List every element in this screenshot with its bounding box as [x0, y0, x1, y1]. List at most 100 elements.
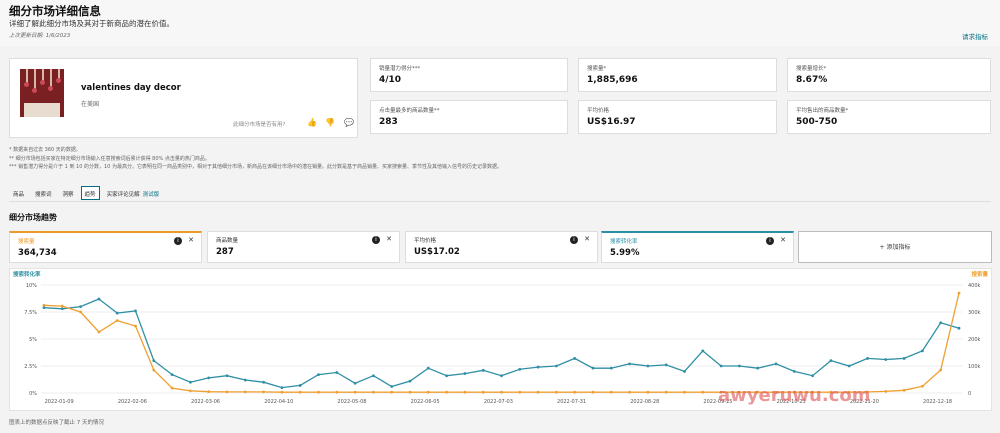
kpi-conversion-rate[interactable]: 搜索转化率 5.99% i ✕: [601, 231, 794, 263]
data-point: [756, 366, 760, 370]
chart-note: 图表上的数据点反映了截止 7 天的情况: [9, 420, 104, 426]
data-point: [463, 390, 467, 394]
data-point: [170, 373, 174, 377]
data-point: [298, 384, 302, 387]
metric-search-volume: 搜索量* 1,885,696: [578, 58, 777, 92]
data-point: [536, 365, 540, 369]
data-point: [774, 390, 778, 394]
metric-label: 点击量最多的商品数量**: [379, 108, 440, 114]
data-point: [134, 324, 137, 328]
metric-value: 500-750: [796, 117, 838, 127]
data-point: [189, 389, 192, 393]
niche-card: valentines day decor 在美国 此细分市场是否有用? 👍 👎 …: [9, 58, 358, 138]
data-point: [609, 366, 613, 370]
metric-value: 8.67%: [796, 75, 828, 85]
kpi-product-count[interactable]: 商品数量 287 i ✕: [207, 231, 400, 263]
data-point: [774, 362, 778, 366]
tab-insights[interactable]: 洞察: [62, 192, 74, 198]
data-point: [573, 390, 577, 394]
metric-label: 平均售出的商品数量*: [796, 108, 849, 114]
data-point: [792, 370, 796, 373]
y-tick-label-left: 2.5%: [24, 364, 37, 370]
data-point: [884, 389, 888, 393]
data-point: [207, 376, 211, 380]
data-point: [42, 303, 46, 307]
data-point: [426, 366, 430, 370]
data-point: [335, 371, 339, 374]
tab-search-terms[interactable]: 搜索词: [35, 192, 52, 198]
metric-value: 283: [379, 117, 398, 127]
data-point: [628, 362, 631, 366]
trend-chart-panel: 搜索转化率 搜索量 10% 400k 7.5% 300k 5% 200k 2.5% 100k 0% 0…: [9, 268, 992, 411]
x-tick-label: 2022-10-23: [777, 399, 806, 405]
info-icon[interactable]: i: [570, 236, 578, 244]
data-point: [902, 357, 906, 360]
trend-chart: 搜索转化率 搜索量 10% 400k 7.5% 300k 5% 200k 2.5% 100k 0% 0…: [13, 270, 988, 405]
product-thumbnail: [20, 69, 64, 117]
x-tick-label: 2022-02-06: [118, 399, 147, 405]
comment-icon[interactable]: 💬: [344, 118, 354, 127]
data-point: [317, 373, 320, 377]
data-point: [390, 390, 394, 394]
close-icon[interactable]: ✕: [386, 235, 392, 243]
x-tick-label: 2022-03-06: [191, 399, 220, 405]
close-icon[interactable]: ✕: [188, 236, 194, 244]
data-point: [79, 305, 82, 308]
data-point: [884, 358, 888, 361]
data-point: [500, 390, 503, 394]
data-point: [353, 390, 357, 394]
left-axis-title: 搜索转化率: [13, 270, 41, 278]
tab-divider: [9, 201, 991, 202]
add-metric-button[interactable]: + 添加指标: [798, 231, 992, 263]
kpi-label: 商品数量: [216, 238, 239, 244]
data-point: [225, 390, 229, 394]
footnote: *** 销售潜力得分是介于 1 到 10 的分数，10 为最高分。它表明在同一商…: [9, 164, 502, 170]
thumbs-up-icon[interactable]: 👍: [307, 118, 317, 127]
data-point: [243, 378, 247, 382]
helpful-prompt: 此细分市场是否有用?: [233, 122, 286, 128]
data-point: [811, 390, 814, 394]
data-point: [719, 390, 723, 394]
x-tick-label: 2022-01-09: [45, 399, 74, 405]
data-point: [207, 390, 211, 394]
data-point: [811, 374, 814, 378]
close-icon[interactable]: ✕: [780, 236, 786, 244]
metric-top-clicked-products: 点击量最多的商品数量** 283: [370, 100, 568, 134]
data-point: [500, 374, 503, 378]
y-tick-label-left: 5%: [29, 337, 37, 343]
kpi-avg-price[interactable]: 平均价格 US$17.02 i ✕: [405, 231, 598, 263]
tab-review-insights[interactable]: 买家评论见解 测试版: [106, 192, 160, 198]
data-point: [555, 364, 558, 368]
metric-value: US$16.97: [587, 117, 636, 127]
data-point: [957, 291, 961, 295]
data-point: [591, 390, 595, 394]
data-point: [701, 390, 705, 394]
request-metrics-link[interactable]: 请求指标: [962, 33, 988, 41]
trends-title: 细分市场趋势: [9, 213, 57, 222]
info-icon[interactable]: i: [766, 237, 774, 245]
data-point: [189, 380, 192, 384]
x-tick-label: 2022-06-05: [411, 399, 440, 405]
kpi-value: 5.99%: [610, 248, 640, 258]
data-point: [719, 364, 723, 368]
footnotes: * 数据来自过去 360 天的数据。 ** 细分市场包括买家在特定细分市场输入任…: [9, 146, 502, 172]
info-icon[interactable]: i: [174, 237, 182, 245]
data-point: [115, 319, 119, 323]
data-point: [280, 386, 284, 389]
footnote: ** 细分市场包括买家在特定细分市场输入任意搜索词后累计获得 80% 点击量的热…: [9, 155, 210, 162]
data-point: [481, 368, 485, 372]
metric-label: 平均价格: [587, 108, 610, 114]
y-tick-label-right: 300k: [968, 310, 981, 316]
kpi-search-volume[interactable]: 搜索量 364,734 i ✕: [9, 231, 202, 263]
close-icon[interactable]: ✕: [584, 235, 590, 243]
tab-trends[interactable]: 趋势: [80, 186, 100, 200]
kpi-value: US$17.02: [414, 247, 460, 257]
data-point: [664, 390, 668, 394]
data-point: [628, 390, 631, 394]
data-point: [939, 321, 943, 325]
data-point: [243, 390, 247, 394]
thumbs-down-icon[interactable]: 👎: [325, 118, 335, 127]
info-icon[interactable]: i: [372, 236, 380, 244]
tab-products[interactable]: 商品: [13, 192, 25, 198]
data-point: [463, 372, 467, 375]
